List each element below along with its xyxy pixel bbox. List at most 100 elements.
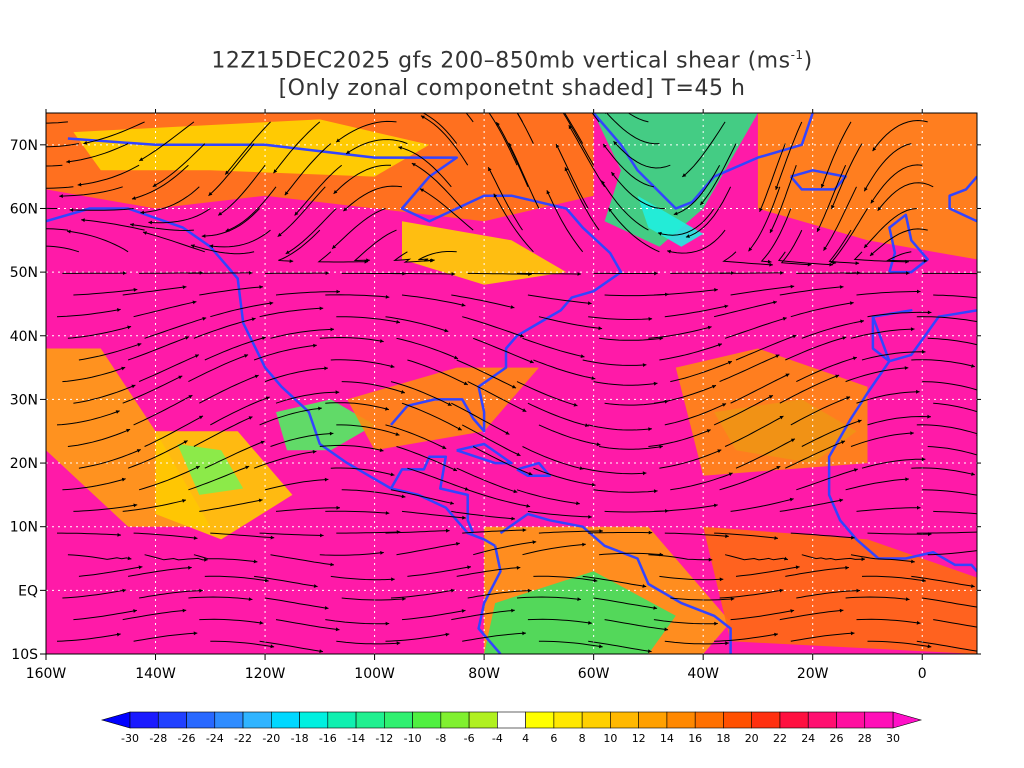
streamline xyxy=(148,208,211,224)
streamline-arrowhead xyxy=(335,390,340,395)
coast-south-america-north xyxy=(499,512,732,654)
streamline-arrowhead xyxy=(182,499,186,503)
streamline xyxy=(785,440,846,469)
streamline xyxy=(779,374,840,404)
streamline-arrowhead xyxy=(769,229,774,233)
streamline xyxy=(225,186,277,232)
streamline-arrowhead xyxy=(511,608,515,613)
streamline xyxy=(210,302,274,318)
lon-label: 20W xyxy=(797,666,829,682)
streamline xyxy=(730,373,790,404)
streamline-arrowhead xyxy=(864,187,868,192)
streamline xyxy=(204,336,266,361)
streamline-arrowhead xyxy=(522,528,527,532)
colorbar-label: -26 xyxy=(178,732,196,745)
colorbar-swatch xyxy=(836,711,866,729)
title-line1-prefix: 12Z15DEC2025 gfs 200–850mb vertical shea… xyxy=(211,48,791,74)
streamline xyxy=(516,489,580,505)
streamline xyxy=(916,640,977,652)
streamline xyxy=(606,113,660,145)
colorbar-label: 6 xyxy=(550,732,557,745)
streamline xyxy=(664,403,727,426)
streamline xyxy=(190,244,255,255)
streamline xyxy=(856,507,921,512)
streamline xyxy=(533,575,598,582)
streamline xyxy=(59,186,123,197)
streamline-arrowhead xyxy=(201,234,206,238)
streamline xyxy=(779,499,844,512)
colorbar-swatch xyxy=(129,711,159,729)
colorbar-swatch xyxy=(242,711,272,729)
streamline xyxy=(867,311,932,318)
streamline xyxy=(673,164,721,215)
streamline xyxy=(138,354,200,383)
streamline-arrowhead xyxy=(258,498,263,503)
streamline xyxy=(217,164,266,216)
streamline-arrowhead xyxy=(330,562,334,567)
streamline-arrowhead xyxy=(654,271,658,276)
streamline-arrowhead xyxy=(512,384,516,389)
streamline xyxy=(456,467,518,493)
streamline-arrowhead xyxy=(579,466,584,470)
streamline-arrowhead xyxy=(442,445,447,449)
streamline-arrowhead xyxy=(767,259,772,264)
streamline xyxy=(209,229,271,248)
streamline-arrowhead xyxy=(856,588,860,593)
streamline xyxy=(343,185,403,212)
streamline-arrowhead xyxy=(324,606,329,610)
streamline xyxy=(885,251,928,262)
streamline xyxy=(353,229,397,262)
streamline-arrowhead xyxy=(182,285,187,290)
streamline xyxy=(724,317,787,339)
colorbar-label: 16 xyxy=(688,732,702,745)
streamline-arrowhead xyxy=(454,355,458,360)
streamline-arrowhead xyxy=(870,252,874,256)
streamline xyxy=(719,272,784,274)
streamline-arrowhead xyxy=(319,306,324,311)
map-frame xyxy=(45,112,978,655)
coast-yucatan xyxy=(389,455,475,534)
streamline xyxy=(456,359,517,389)
streamline xyxy=(659,343,723,361)
streamline xyxy=(341,381,406,394)
streamline-arrowhead xyxy=(596,442,601,447)
streamline-arrowhead xyxy=(664,627,669,632)
lat-label: 10N xyxy=(10,520,38,536)
streamline xyxy=(275,291,341,296)
streamline xyxy=(790,632,855,642)
streamline-arrowhead xyxy=(546,190,551,195)
streamline-arrowhead xyxy=(457,426,462,431)
streamline-arrowhead xyxy=(209,244,214,249)
streamline xyxy=(681,121,726,178)
streamline xyxy=(204,440,265,469)
streamline-arrowhead xyxy=(911,559,915,564)
streamline-arrowhead xyxy=(532,540,537,545)
colorbar-swatch xyxy=(497,711,526,729)
streamline-arrowhead xyxy=(117,533,121,537)
streamline-arrowhead xyxy=(774,536,778,540)
streamline xyxy=(462,316,525,338)
streamline-arrowhead xyxy=(706,429,711,433)
streamline xyxy=(653,504,718,512)
streamline-arrowhead xyxy=(759,207,763,212)
streamline xyxy=(188,596,253,600)
streamline-arrowhead xyxy=(259,285,263,289)
streamline xyxy=(760,208,792,263)
streamline xyxy=(516,381,578,407)
streamline xyxy=(419,188,474,231)
streamline-arrowhead xyxy=(195,466,200,470)
streamline xyxy=(785,567,849,577)
streamline-arrowhead xyxy=(773,300,777,305)
streamline-arrowhead xyxy=(905,597,910,601)
streamline xyxy=(333,164,391,195)
streamline xyxy=(284,143,332,196)
streamline-arrowhead xyxy=(4,119,8,123)
streamline xyxy=(538,530,603,534)
streamline-arrowhead xyxy=(790,609,795,613)
streamline-arrowhead xyxy=(66,159,70,164)
streamline xyxy=(336,424,400,436)
streamline xyxy=(275,507,341,512)
streamline xyxy=(599,445,663,450)
streamline-arrowhead xyxy=(722,403,727,407)
streamline xyxy=(210,640,275,648)
